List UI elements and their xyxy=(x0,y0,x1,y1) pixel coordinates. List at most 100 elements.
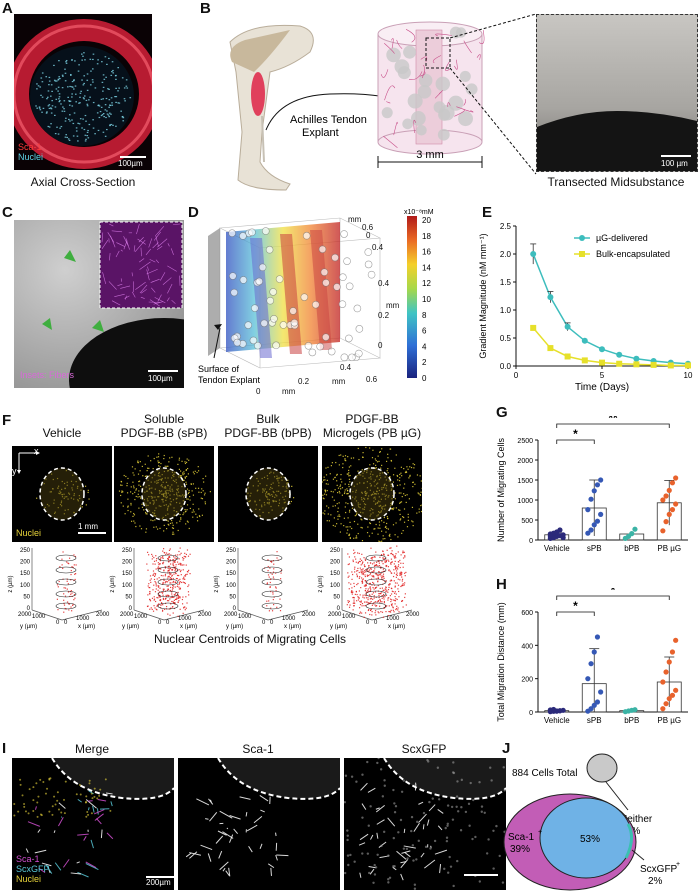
g-category-label: Vehicle xyxy=(544,544,570,553)
panel-label-i: I xyxy=(2,740,7,757)
z-tick: 200 xyxy=(20,560,31,566)
f-col-title: PDGF-BB xyxy=(345,412,399,426)
micrograph-axial: Sca-1 Nuclei 100µm xyxy=(14,14,152,170)
g-data-point xyxy=(673,501,679,507)
z-tick: 150 xyxy=(330,571,341,577)
y-tick: 1000 xyxy=(238,614,252,620)
i-micrograph: Sca-1 ScxGFP Nuclei xyxy=(12,758,174,890)
f-nuclei-image: x y Nuclei 1 mm xyxy=(12,446,112,542)
g-data-point xyxy=(632,526,638,532)
e-y-tick-label: 2.0 xyxy=(500,250,512,259)
y-tick: 0 xyxy=(56,620,60,626)
g-category-label: PB µG xyxy=(657,544,681,553)
h-data-point xyxy=(666,696,672,702)
h-data-point xyxy=(594,634,601,640)
e-point xyxy=(547,345,554,352)
f-col-subtitle: PDGF-BB (sPB) xyxy=(120,426,208,440)
i-legend-item: Nuclei xyxy=(16,874,42,884)
h-data-point xyxy=(594,699,601,705)
d-axis-tick: 0 xyxy=(256,387,261,396)
y-tick: 2000 xyxy=(224,612,238,618)
colorbar-tick: 12 xyxy=(422,279,431,288)
venn-neither-circle xyxy=(586,753,618,783)
explant-label-2: Explant xyxy=(302,127,339,139)
legend-nuclei: Nuclei xyxy=(18,152,44,162)
g-y-tick-label: 1000 xyxy=(517,498,533,505)
y-axis-label: y (µm) xyxy=(330,624,347,630)
chart-migration-distance: 0 200 400 600 Total Migration Distance (mm) V… xyxy=(496,588,688,725)
e-y-tick-label: 1.0 xyxy=(500,306,512,315)
h-data-point xyxy=(585,676,591,682)
z-tick: 0 xyxy=(233,606,237,612)
z-tick: 150 xyxy=(122,571,133,577)
f-col-subtitle: Vehicle xyxy=(42,426,82,440)
z-tick: 200 xyxy=(122,560,133,566)
colorbar-tick: 16 xyxy=(422,248,431,257)
venn-both-pct: 53% xyxy=(580,834,600,845)
i-col-title: ScxGFP xyxy=(401,742,447,756)
z-axis-label: z (µm) xyxy=(318,575,324,592)
panel-label-g: G xyxy=(496,404,508,421)
hydrogel-cylinder xyxy=(377,21,485,155)
h-data-point xyxy=(660,706,666,712)
g-y-tick-label: 2000 xyxy=(517,458,533,465)
colorbar-tick: 6 xyxy=(422,327,427,336)
z-axis-label: z (µm) xyxy=(110,575,116,592)
g-data-point xyxy=(585,507,591,513)
xy-axis-indicator xyxy=(16,450,40,474)
g-data-point xyxy=(588,527,594,533)
z-tick: 100 xyxy=(330,583,341,589)
e-point xyxy=(530,251,537,257)
e-point xyxy=(547,294,554,301)
z-axis-label: z (µm) xyxy=(8,575,14,592)
scale-bar xyxy=(148,370,178,372)
scale-bar xyxy=(146,876,178,878)
colorbar-tick: 18 xyxy=(422,232,431,241)
axis-y-label: y xyxy=(12,466,17,476)
colorbar-tick: 14 xyxy=(422,263,431,272)
z-tick: 200 xyxy=(330,560,341,566)
h-data-point xyxy=(591,702,597,708)
g-significance-bracket xyxy=(556,439,595,444)
e-point xyxy=(633,355,640,362)
g-data-point xyxy=(673,475,679,481)
y-axis-label: y (µm) xyxy=(20,624,37,630)
panel-label-a: A xyxy=(2,0,13,17)
i-col-title: Sca-1 xyxy=(242,742,274,756)
h-significance-bracket xyxy=(556,611,595,616)
panel-label-e: E xyxy=(482,204,493,221)
g-data-point xyxy=(598,477,604,483)
scale-bar-label: 1 mm xyxy=(78,522,98,531)
z-tick: 250 xyxy=(20,548,31,554)
venn-scx-pct: 2% xyxy=(648,876,663,887)
panel-label-h: H xyxy=(496,576,507,593)
d-axis-tick: 0.6 xyxy=(366,375,378,384)
scale-bar-label: 200µm xyxy=(146,878,171,887)
venn-scx: ScxGFP xyxy=(640,864,678,875)
h-data-point xyxy=(598,689,604,695)
e-point xyxy=(633,361,640,368)
legend-sca1: Sca-1 xyxy=(18,142,42,152)
y-axis-label: y (µm) xyxy=(122,624,139,630)
g-data-point xyxy=(663,519,669,525)
panel-label-j: J xyxy=(502,740,511,757)
y-tick: 2000 xyxy=(328,612,342,618)
caption-centroids: Nuclear Centroids of Migrating Cells xyxy=(153,632,347,646)
panel-label-d: D xyxy=(188,204,199,221)
e-legend-label: Bulk-encapsulated xyxy=(596,249,670,259)
g-data-point xyxy=(585,530,591,536)
y-tick: 0 xyxy=(366,620,370,626)
h-y-axis-label: Total Migration Distance (mm) xyxy=(496,602,506,722)
g-y-tick-label: 1500 xyxy=(517,478,533,485)
colorbar-tick: 10 xyxy=(422,295,431,304)
explant-schematic: Achilles Tendon Explant 3 mm xyxy=(229,13,537,191)
g-data-point xyxy=(547,533,553,539)
d-axis-tick: 0 xyxy=(366,231,371,240)
g-y-tick-label: 0 xyxy=(529,538,533,545)
h-significance-star: * xyxy=(573,599,578,613)
x-tick: 1000 xyxy=(282,616,296,622)
h-data-point xyxy=(660,679,666,685)
h-category-label: PB µG xyxy=(657,716,681,725)
h-category-label: Vehicle xyxy=(544,716,570,725)
